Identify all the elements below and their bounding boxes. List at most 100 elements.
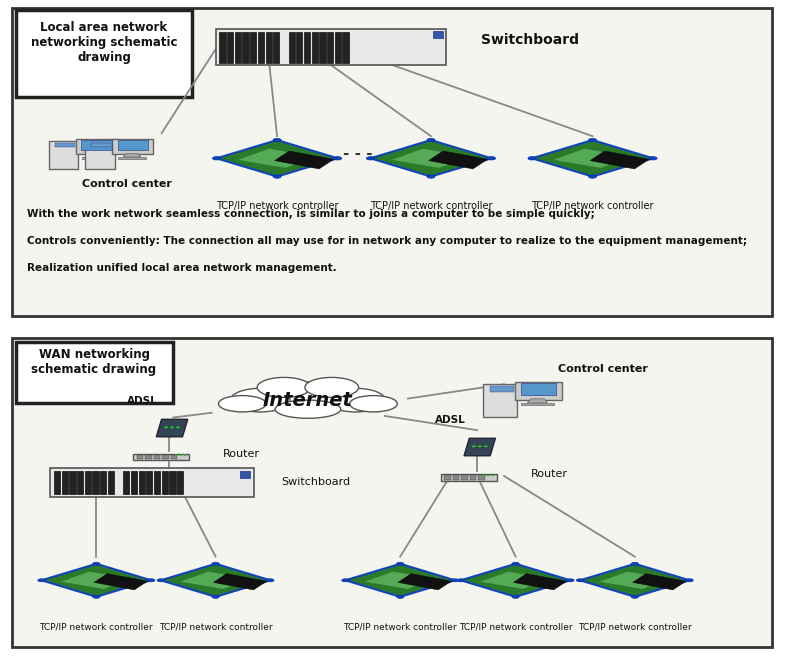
Polygon shape bbox=[521, 403, 553, 405]
Circle shape bbox=[576, 579, 584, 582]
FancyBboxPatch shape bbox=[462, 475, 468, 480]
Polygon shape bbox=[177, 471, 183, 494]
Polygon shape bbox=[580, 564, 690, 597]
Text: Router: Router bbox=[531, 469, 568, 480]
Polygon shape bbox=[156, 419, 188, 437]
Polygon shape bbox=[429, 151, 487, 169]
Polygon shape bbox=[123, 153, 141, 157]
Polygon shape bbox=[464, 438, 495, 456]
Circle shape bbox=[686, 579, 693, 582]
FancyBboxPatch shape bbox=[12, 338, 772, 647]
FancyBboxPatch shape bbox=[118, 139, 148, 150]
Polygon shape bbox=[345, 564, 455, 597]
Polygon shape bbox=[461, 564, 571, 597]
Polygon shape bbox=[312, 32, 318, 63]
Text: ADSL: ADSL bbox=[435, 415, 466, 426]
Circle shape bbox=[176, 426, 180, 428]
Polygon shape bbox=[85, 471, 91, 494]
Polygon shape bbox=[304, 32, 310, 63]
Circle shape bbox=[478, 445, 482, 447]
Polygon shape bbox=[398, 574, 451, 590]
FancyBboxPatch shape bbox=[444, 475, 451, 480]
Text: TCP/IP network controller: TCP/IP network controller bbox=[159, 623, 272, 632]
FancyBboxPatch shape bbox=[91, 143, 111, 147]
Circle shape bbox=[396, 563, 403, 565]
Text: - - -: - - - bbox=[343, 146, 373, 161]
Polygon shape bbox=[82, 157, 109, 159]
Polygon shape bbox=[243, 32, 249, 63]
Polygon shape bbox=[342, 32, 349, 63]
Circle shape bbox=[212, 563, 219, 565]
Circle shape bbox=[631, 563, 638, 565]
Ellipse shape bbox=[269, 382, 347, 411]
Circle shape bbox=[589, 138, 597, 141]
Ellipse shape bbox=[230, 388, 290, 412]
Polygon shape bbox=[154, 471, 160, 494]
Text: WAN networking
schematic drawing: WAN networking schematic drawing bbox=[31, 348, 156, 376]
Polygon shape bbox=[265, 32, 272, 63]
Ellipse shape bbox=[326, 388, 385, 412]
FancyBboxPatch shape bbox=[520, 383, 556, 395]
Polygon shape bbox=[60, 571, 133, 590]
Polygon shape bbox=[87, 153, 104, 157]
Polygon shape bbox=[532, 140, 653, 176]
Polygon shape bbox=[257, 32, 264, 63]
Text: TCP/IP network controller: TCP/IP network controller bbox=[578, 623, 692, 632]
Text: TCP/IP network controller: TCP/IP network controller bbox=[216, 201, 338, 211]
Circle shape bbox=[512, 563, 519, 565]
Polygon shape bbox=[633, 574, 686, 590]
Ellipse shape bbox=[349, 395, 397, 412]
Circle shape bbox=[148, 579, 155, 582]
Text: Control center: Control center bbox=[558, 363, 648, 374]
Polygon shape bbox=[69, 471, 75, 494]
FancyBboxPatch shape bbox=[112, 139, 153, 155]
FancyBboxPatch shape bbox=[86, 141, 115, 169]
Polygon shape bbox=[54, 471, 60, 494]
FancyBboxPatch shape bbox=[162, 455, 169, 459]
Polygon shape bbox=[62, 471, 68, 494]
FancyBboxPatch shape bbox=[137, 455, 143, 459]
FancyBboxPatch shape bbox=[470, 475, 476, 480]
Circle shape bbox=[427, 175, 435, 178]
Circle shape bbox=[487, 475, 490, 476]
Circle shape bbox=[457, 579, 465, 582]
Polygon shape bbox=[93, 471, 99, 494]
Circle shape bbox=[334, 157, 341, 160]
Polygon shape bbox=[179, 571, 252, 590]
Circle shape bbox=[631, 595, 638, 598]
Polygon shape bbox=[227, 32, 233, 63]
Polygon shape bbox=[250, 32, 257, 63]
Circle shape bbox=[487, 157, 495, 160]
FancyBboxPatch shape bbox=[453, 475, 459, 480]
Circle shape bbox=[170, 426, 174, 428]
Polygon shape bbox=[552, 148, 633, 168]
Text: Controls conveniently: The connection all may use for in network any computer to: Controls conveniently: The connection al… bbox=[27, 236, 747, 245]
Circle shape bbox=[212, 595, 219, 598]
FancyBboxPatch shape bbox=[484, 384, 517, 417]
Polygon shape bbox=[146, 471, 152, 494]
FancyBboxPatch shape bbox=[490, 386, 513, 392]
Text: Internet: Internet bbox=[263, 391, 352, 410]
FancyBboxPatch shape bbox=[55, 143, 75, 147]
Text: Control center: Control center bbox=[82, 179, 172, 189]
Text: Local area network
networking schematic
drawing: Local area network networking schematic … bbox=[31, 21, 177, 64]
Polygon shape bbox=[528, 399, 548, 403]
Ellipse shape bbox=[257, 378, 311, 397]
Polygon shape bbox=[217, 140, 338, 176]
Circle shape bbox=[157, 579, 164, 582]
Circle shape bbox=[484, 445, 487, 447]
Circle shape bbox=[427, 138, 435, 141]
Polygon shape bbox=[94, 574, 148, 590]
Polygon shape bbox=[391, 148, 471, 168]
FancyBboxPatch shape bbox=[49, 141, 78, 169]
FancyBboxPatch shape bbox=[515, 382, 562, 400]
FancyBboxPatch shape bbox=[433, 31, 443, 38]
Polygon shape bbox=[334, 32, 341, 63]
Polygon shape bbox=[108, 471, 114, 494]
FancyBboxPatch shape bbox=[16, 342, 173, 403]
Text: Switchboard: Switchboard bbox=[281, 477, 350, 488]
FancyBboxPatch shape bbox=[50, 468, 254, 497]
Circle shape bbox=[93, 595, 100, 598]
Circle shape bbox=[213, 157, 221, 160]
Polygon shape bbox=[235, 32, 241, 63]
